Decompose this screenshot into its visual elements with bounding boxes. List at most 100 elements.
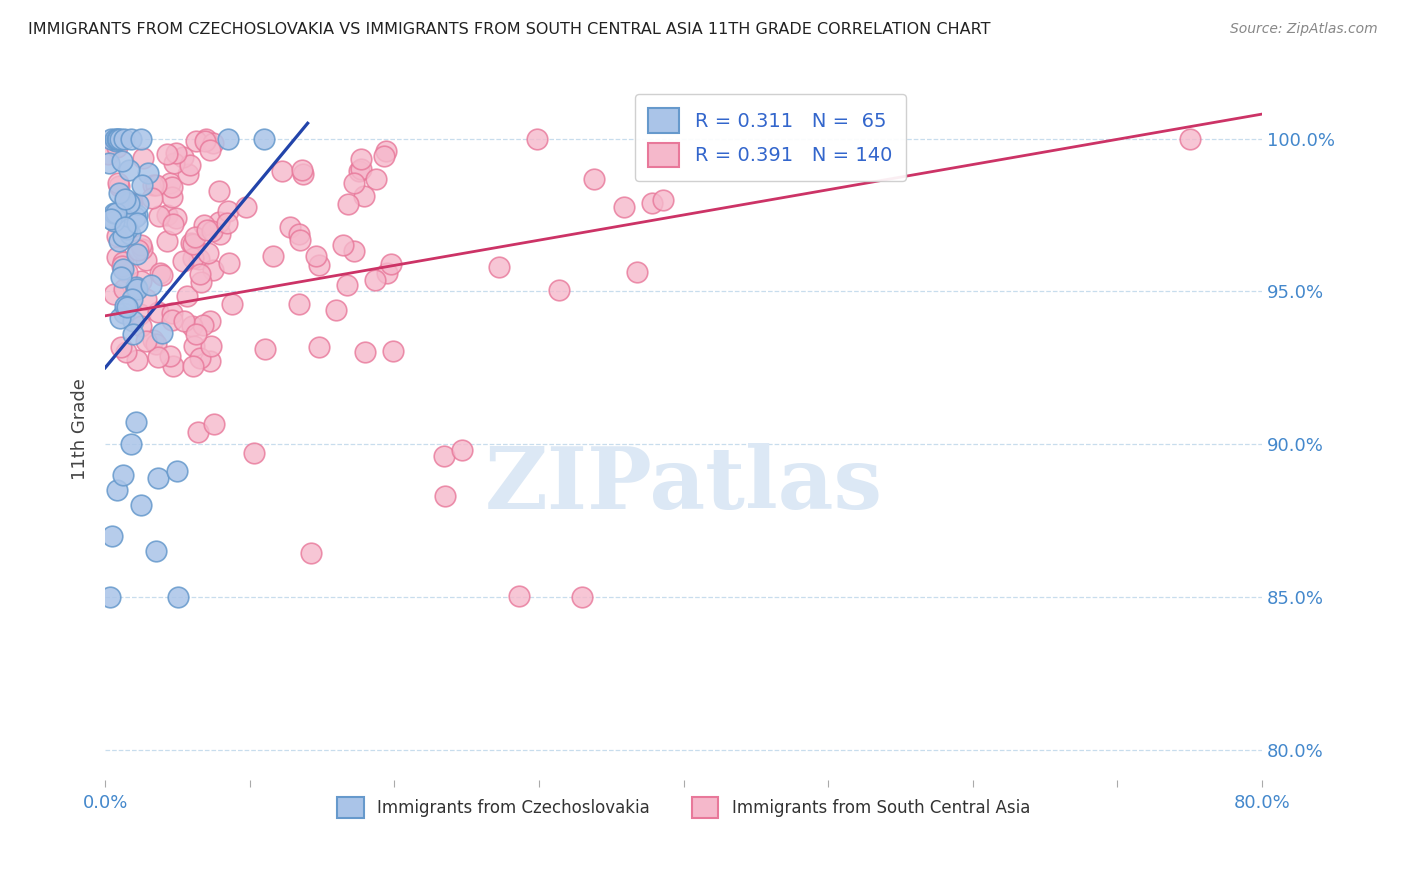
Legend: Immigrants from Czechoslovakia, Immigrants from South Central Asia: Immigrants from Czechoslovakia, Immigran… — [330, 790, 1036, 825]
Point — [139, 278, 162, 293]
Point — [198, 354, 221, 368]
Point — [127, 197, 149, 211]
Point — [197, 245, 219, 260]
Point — [350, 162, 373, 177]
Point — [135, 292, 157, 306]
Point — [142, 333, 165, 347]
Point — [122, 326, 145, 341]
Point — [129, 306, 152, 320]
Point — [120, 200, 142, 214]
Point — [193, 218, 215, 232]
Point — [156, 235, 179, 249]
Point — [136, 166, 159, 180]
Point — [162, 217, 184, 231]
Point — [508, 589, 530, 603]
Point — [107, 179, 129, 194]
Point — [163, 155, 186, 169]
Point — [652, 193, 675, 207]
Point — [184, 327, 207, 342]
Point — [145, 337, 167, 351]
Point — [451, 442, 474, 457]
Point — [325, 303, 347, 318]
Point — [290, 162, 312, 177]
Point — [111, 259, 134, 273]
Point — [145, 544, 167, 558]
Point — [288, 233, 311, 247]
Point — [111, 154, 134, 169]
Point — [166, 464, 188, 478]
Point — [146, 305, 169, 319]
Point — [159, 176, 181, 190]
Point — [160, 306, 183, 320]
Text: ZIPatlas: ZIPatlas — [485, 443, 883, 527]
Point — [131, 498, 153, 512]
Point — [343, 244, 366, 259]
Point — [332, 238, 354, 252]
Point — [190, 275, 212, 289]
Point — [114, 299, 136, 313]
Point — [165, 211, 187, 225]
Point — [127, 353, 149, 368]
Point — [353, 189, 375, 203]
Point — [105, 205, 128, 219]
Point — [270, 163, 292, 178]
Point — [208, 215, 231, 229]
Point — [433, 449, 456, 463]
Point — [125, 280, 148, 294]
Point — [188, 351, 211, 365]
Point — [349, 164, 371, 178]
Point — [120, 437, 142, 451]
Point — [135, 334, 157, 349]
Point — [146, 350, 169, 364]
Point — [111, 467, 134, 482]
Point — [299, 546, 322, 560]
Point — [121, 196, 143, 211]
Point — [200, 143, 222, 157]
Point — [200, 313, 222, 327]
Point — [149, 267, 172, 281]
Point — [194, 134, 217, 148]
Point — [582, 172, 605, 186]
Point — [613, 200, 636, 214]
Point — [105, 250, 128, 264]
Point — [208, 227, 231, 242]
Point — [129, 274, 152, 288]
Point — [100, 131, 122, 145]
Point — [98, 156, 121, 170]
Point — [97, 147, 120, 161]
Point — [156, 147, 179, 161]
Point — [183, 230, 205, 244]
Point — [166, 590, 188, 604]
Point — [180, 236, 202, 251]
Point — [122, 313, 145, 327]
Point — [125, 217, 148, 231]
Point — [131, 242, 153, 256]
Point — [208, 185, 231, 199]
Point — [374, 145, 396, 159]
Point — [201, 263, 224, 277]
Point — [159, 350, 181, 364]
Point — [526, 132, 548, 146]
Point — [201, 224, 224, 238]
Point — [150, 268, 173, 282]
Point — [108, 311, 131, 326]
Point — [112, 228, 135, 243]
Point — [162, 180, 184, 194]
Point — [108, 131, 131, 145]
Point — [118, 162, 141, 177]
Text: Source: ZipAtlas.com: Source: ZipAtlas.com — [1230, 22, 1378, 37]
Point — [172, 150, 194, 164]
Point — [156, 208, 179, 222]
Point — [125, 209, 148, 223]
Point — [112, 131, 135, 145]
Point — [115, 345, 138, 359]
Point — [131, 151, 153, 165]
Y-axis label: 11th Grade: 11th Grade — [72, 378, 89, 480]
Point — [120, 196, 142, 211]
Point — [112, 306, 135, 320]
Point — [180, 319, 202, 334]
Point — [129, 238, 152, 252]
Point — [201, 136, 224, 150]
Point — [148, 209, 170, 223]
Point — [221, 297, 243, 311]
